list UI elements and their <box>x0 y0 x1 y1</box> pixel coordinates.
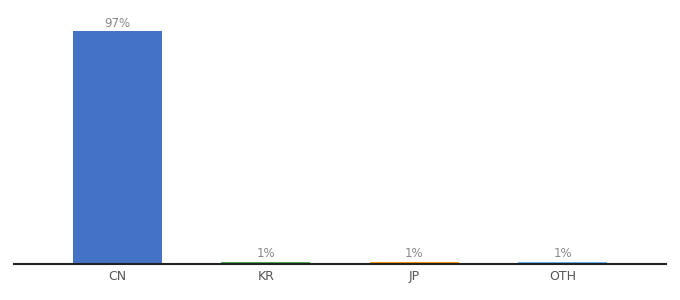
Text: 1%: 1% <box>554 248 572 260</box>
Text: 97%: 97% <box>105 17 131 30</box>
Bar <box>73 31 162 264</box>
Bar <box>221 262 310 264</box>
Text: 1%: 1% <box>405 248 424 260</box>
Text: 1%: 1% <box>256 248 275 260</box>
Bar <box>518 262 607 264</box>
Bar <box>370 262 459 264</box>
